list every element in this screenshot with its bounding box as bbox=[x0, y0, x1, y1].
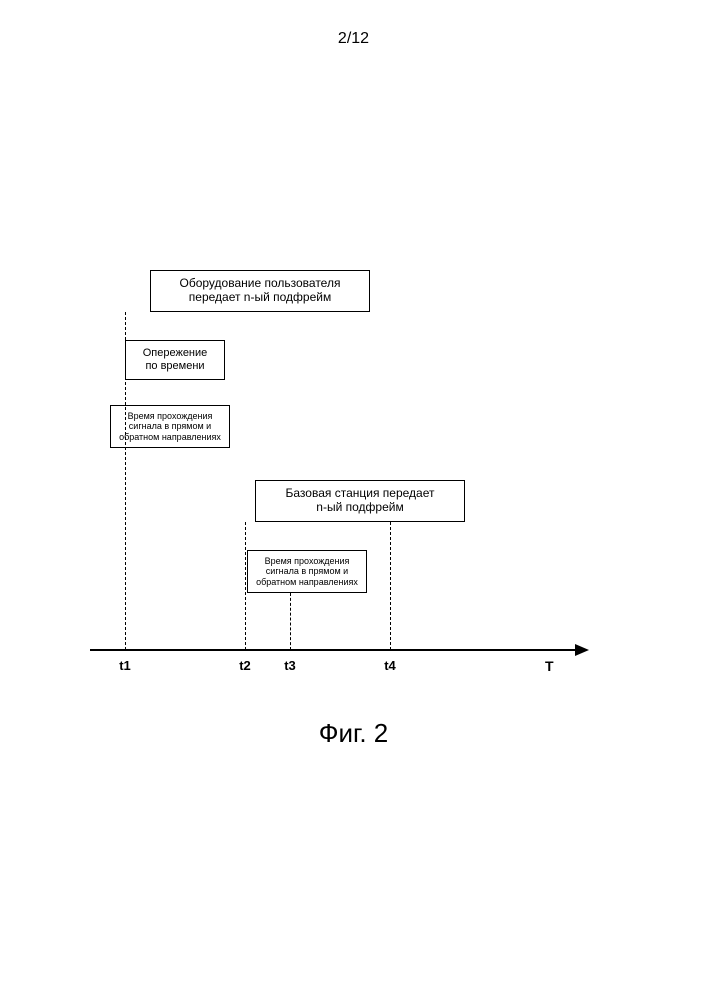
page-number: 2/12 bbox=[0, 30, 707, 48]
tick-t2: t2 bbox=[239, 658, 251, 673]
tick-t4: t4 bbox=[384, 658, 396, 673]
time-axis bbox=[90, 649, 575, 651]
box-timing_advance: Опережениепо времени bbox=[125, 340, 225, 380]
dash-1 bbox=[245, 522, 246, 650]
timing-diagram: Оборудование пользователяпередает n-ый п… bbox=[95, 270, 605, 690]
dash-0 bbox=[125, 312, 126, 650]
box-bs_subframe: Базовая станция передаетn-ый подфрейм bbox=[255, 480, 465, 522]
tick-t3: t3 bbox=[284, 658, 296, 673]
box-ue_subframe: Оборудование пользователяпередает n-ый п… bbox=[150, 270, 370, 312]
dash-3 bbox=[390, 522, 391, 650]
figure-caption: Фиг. 2 bbox=[0, 718, 707, 749]
dash-2 bbox=[290, 593, 291, 650]
box-rtt2: Время прохождениясигнала в прямом иобрат… bbox=[247, 550, 367, 593]
axis-arrowhead-icon bbox=[575, 644, 589, 656]
tick-t1: t1 bbox=[119, 658, 131, 673]
axis-label-T: T bbox=[545, 658, 554, 674]
box-rtt1: Время прохождениясигнала в прямом иобрат… bbox=[110, 405, 230, 448]
